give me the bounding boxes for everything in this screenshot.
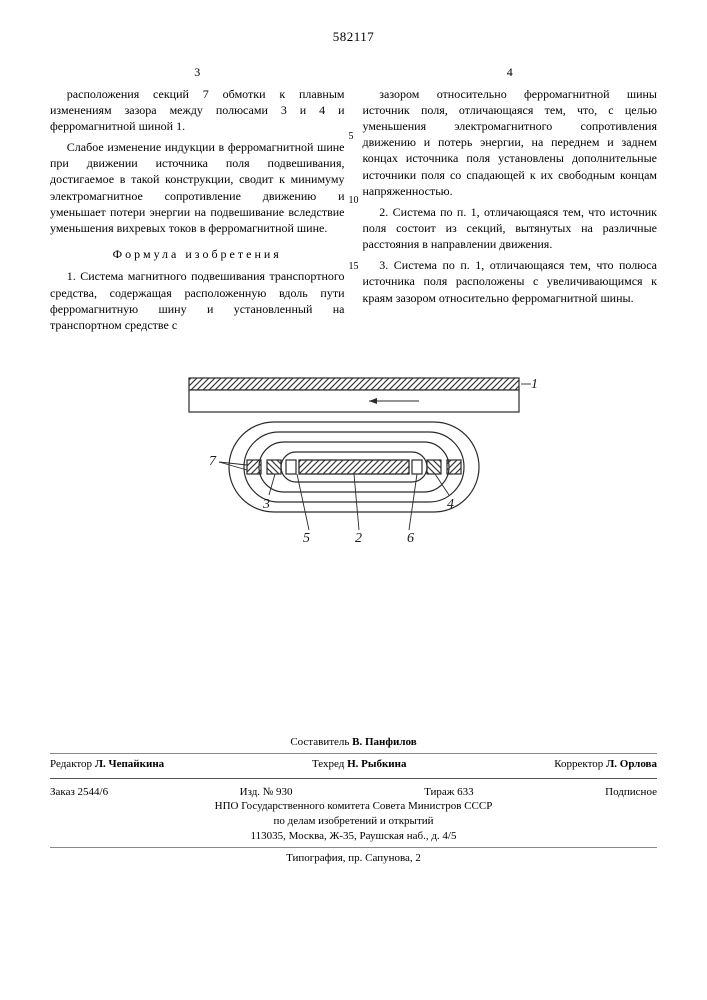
- podpisnoe: Подписное: [605, 785, 657, 800]
- section-7r: [447, 460, 461, 474]
- composer-label: Составитель: [290, 736, 349, 748]
- suspension-diagram-svg: 1 7 3 5 2 6 4: [169, 370, 539, 545]
- para: Слабое изменение индукции в ферромагнитн…: [50, 139, 345, 236]
- npo-line1: НПО Государственного комитета Совета Мин…: [50, 799, 657, 814]
- right-column: 4 5 10 15 зазором относительно ферромагн…: [363, 64, 658, 338]
- techred-label: Техред: [312, 758, 344, 770]
- section-6: [412, 460, 422, 474]
- label-6: 6: [407, 531, 414, 545]
- page-col-num-right: 4: [363, 64, 658, 80]
- label-1: 1: [531, 377, 538, 392]
- footer: Составитель В. Панфилов Редактор Л. Чепа…: [50, 735, 657, 866]
- left-column: 3 расположения секций 7 обмотки к плавны…: [50, 64, 345, 338]
- section-3: [267, 460, 281, 474]
- para: 1. Система магнитного подвешивания транс…: [50, 268, 345, 333]
- core-center: [299, 460, 409, 474]
- tirazh: Тираж 633: [424, 785, 474, 800]
- addr: 113035, Москва, Ж-35, Раушская наб., д. …: [50, 829, 657, 844]
- npo-line2: по делам изобретений и открытий: [50, 814, 657, 829]
- section-4: [427, 460, 441, 474]
- izd-no: Изд. № 930: [240, 785, 293, 800]
- composer-name: В. Панфилов: [352, 736, 417, 748]
- order-no: Заказ 2544/6: [50, 785, 108, 800]
- line-marker: 5: [349, 130, 354, 144]
- para: 2. Система по п. 1, отличающаяся тем, чт…: [363, 204, 658, 253]
- editor-label: Редактор: [50, 758, 92, 770]
- formula-title: Формула изобретения: [50, 246, 345, 262]
- corrector-name: Л. Орлова: [606, 758, 657, 770]
- para: зазором относительно ферромагнитной шины…: [363, 86, 658, 199]
- text-columns: 3 расположения секций 7 обмотки к плавны…: [50, 64, 657, 338]
- techred-name: Н. Рыбкина: [347, 758, 406, 770]
- typography: Типография, пр. Сапунова, 2: [50, 851, 657, 866]
- label-5: 5: [303, 531, 310, 545]
- corrector-label: Корректор: [554, 758, 603, 770]
- section-5: [286, 460, 296, 474]
- editor-name: Л. Чепайкина: [95, 758, 164, 770]
- label-2: 2: [355, 531, 362, 545]
- line-marker: 10: [349, 194, 359, 208]
- figure: 1 7 3 5 2 6 4: [50, 370, 657, 545]
- page-col-num-left: 3: [50, 64, 345, 80]
- label-7: 7: [209, 454, 217, 469]
- para: расположения секций 7 обмотки к плавным …: [50, 86, 345, 135]
- line-marker: 15: [349, 260, 359, 274]
- rail-hatched: [189, 378, 519, 390]
- label-3: 3: [262, 497, 270, 512]
- doc-number: 582117: [50, 28, 657, 46]
- section-7l: [247, 460, 261, 474]
- label-4: 4: [447, 497, 454, 512]
- rail-body: [189, 390, 519, 412]
- para: 3. Система по п. 1, отличающаяся тем, чт…: [363, 257, 658, 306]
